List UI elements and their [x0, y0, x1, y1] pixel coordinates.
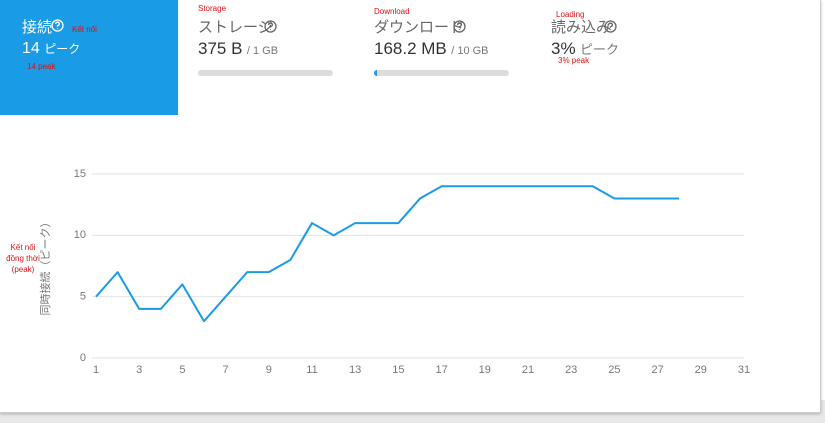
y-tick-label: 15: [74, 168, 86, 180]
annotation: 14 peak: [27, 62, 56, 71]
y-tick-label: 0: [80, 352, 86, 364]
series-line: [95, 185, 680, 323]
x-tick-label: 13: [349, 364, 361, 376]
unit: ピーク: [580, 42, 620, 57]
x-tick-label: 27: [651, 364, 663, 376]
value: 14: [22, 40, 40, 57]
progress-bar: [374, 70, 509, 76]
annotation: Loading: [556, 10, 585, 19]
value: 375 B: [198, 39, 243, 58]
card-value: 168.2 MB / 10 GB: [374, 39, 489, 59]
unit: ピーク: [44, 42, 81, 56]
y-tick-label: 10: [74, 229, 86, 241]
progress-bar: [198, 70, 333, 76]
x-tick-label: 19: [479, 364, 491, 376]
progress-fill: [374, 70, 377, 76]
x-tick-label: 5: [179, 364, 185, 376]
annotation: 3% peak: [558, 56, 590, 65]
card-connections[interactable]: [0, 0, 178, 115]
x-tick-label: 17: [435, 364, 447, 376]
y-tick-label: 5: [80, 291, 86, 303]
x-tick-label: 9: [266, 364, 272, 376]
x-tick-label: 3: [136, 364, 142, 376]
annotation: Storage: [198, 4, 227, 13]
card-title: 読み込み: [551, 19, 612, 36]
x-tick-label: 11: [306, 364, 317, 376]
card-value: 3% ピーク: [551, 39, 619, 59]
x-tick-label: 1: [93, 364, 99, 376]
value: 168.2 MB: [374, 39, 447, 58]
help-icon[interactable]: [51, 19, 64, 32]
card-value: 14 ピーク: [22, 40, 80, 58]
value: 3%: [551, 39, 576, 58]
card-title: ストレージ: [198, 19, 273, 36]
help-icon[interactable]: [604, 20, 617, 33]
help-icon[interactable]: [264, 20, 277, 33]
x-tick-label: 15: [392, 364, 404, 376]
help-icon[interactable]: [453, 20, 466, 33]
limit: / 10 GB: [451, 45, 489, 57]
x-tick-label: 25: [608, 364, 620, 376]
x-tick-label: 31: [738, 364, 750, 376]
x-tick-label: 21: [522, 364, 534, 376]
card-title: ダウンロード: [374, 19, 465, 36]
card-value: 375 B / 1 GB: [198, 39, 278, 59]
annotation: Kết nối đồng thời (peak): [6, 243, 40, 274]
annotation: Download: [374, 7, 410, 16]
x-tick-label: 23: [565, 364, 577, 376]
x-tick-label: 29: [695, 364, 707, 376]
card-title: 接続: [22, 19, 53, 36]
y-axis-label: 同時接続（ピーク）: [38, 217, 52, 316]
annotation: Kết nối: [72, 25, 97, 34]
limit: / 1 GB: [246, 45, 279, 57]
x-tick-label: 7: [223, 364, 229, 376]
